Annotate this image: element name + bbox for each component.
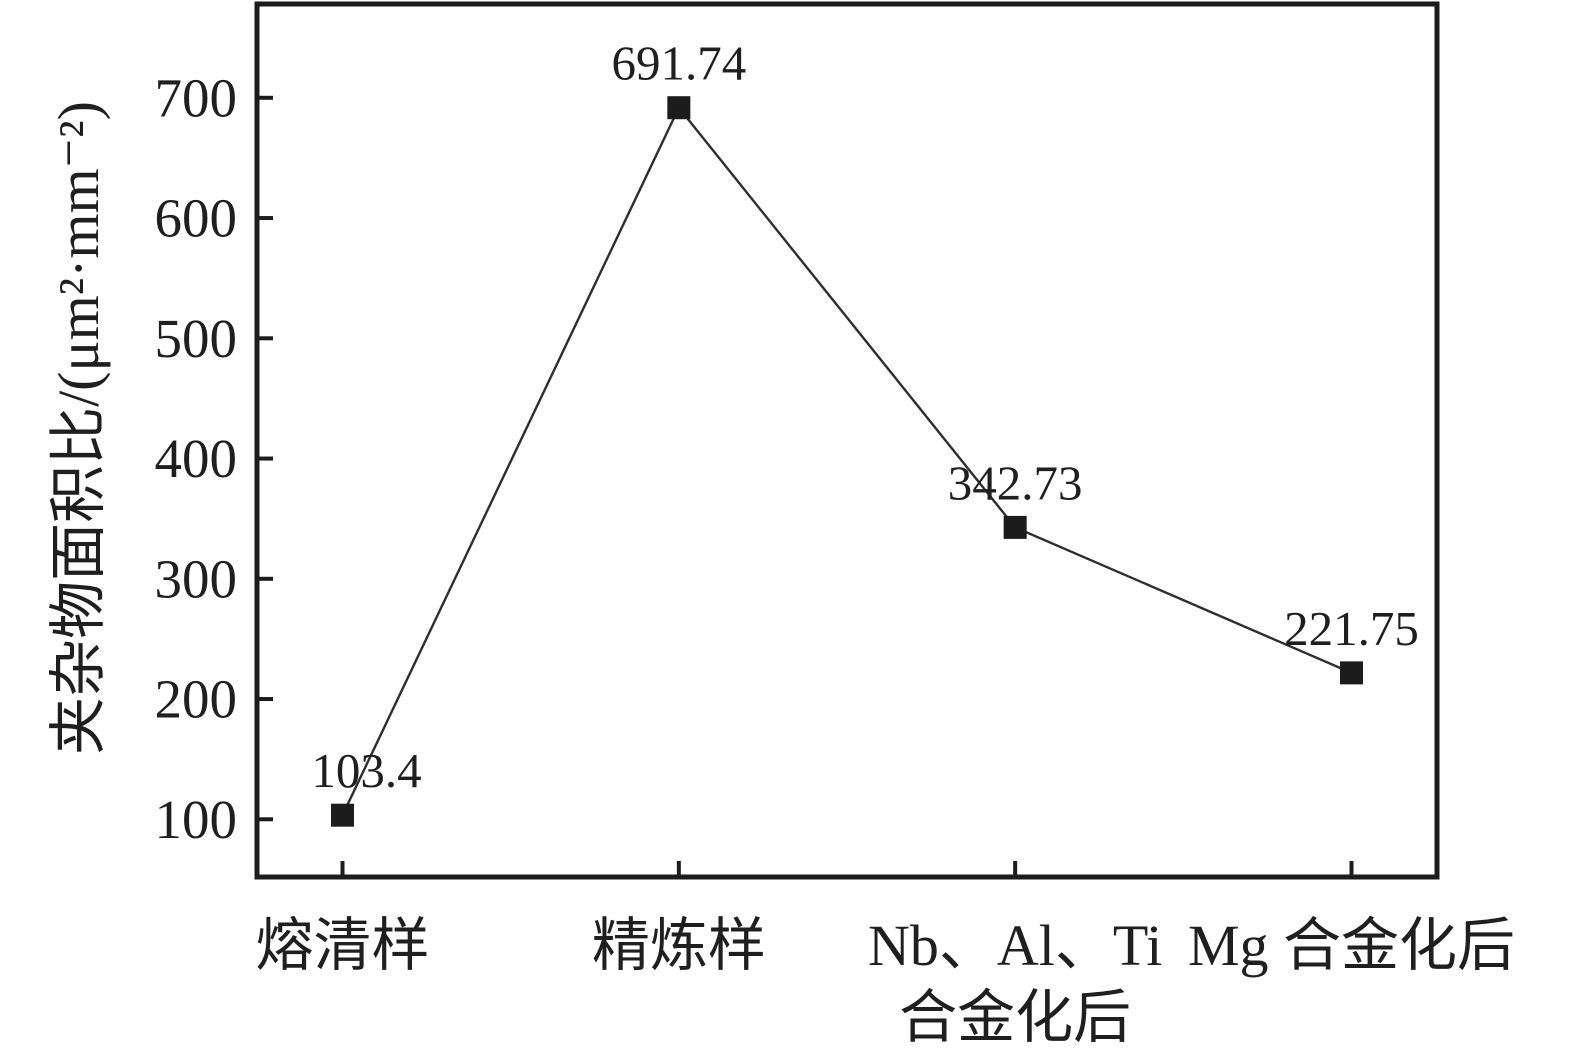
y-tick-label: 400 (155, 428, 238, 489)
y-tick-label: 100 (155, 789, 238, 850)
x-tick-label: 熔清样 (255, 913, 429, 978)
data-point-marker (1003, 515, 1027, 539)
y-axis-title: 夹杂物面积比/(μm²·mm⁻²) (46, 101, 111, 755)
data-point-label: 342.73 (948, 455, 1083, 510)
data-point-label: 103.4 (311, 743, 421, 798)
data-point-label: 221.75 (1284, 601, 1419, 656)
x-tick-label: 精炼样 (592, 913, 766, 978)
plot-border (254, 1, 1440, 880)
y-tick-label: 200 (155, 669, 238, 730)
y-tick-label: 600 (155, 188, 238, 249)
data-point-label: 691.74 (611, 36, 746, 91)
x-tick-label: Nb、Al、Ti (868, 913, 1162, 978)
x-tick-label: 合金化后 (899, 985, 1131, 1048)
y-tick-label: 300 (155, 548, 238, 609)
data-point-marker (1340, 661, 1363, 685)
data-point-marker (667, 96, 691, 120)
series-line (341, 105, 1352, 816)
data-point-marker (331, 803, 354, 827)
x-tick-label: Mg 合金化后 (1188, 913, 1515, 978)
y-tick-label: 500 (155, 308, 238, 369)
y-tick-label: 700 (155, 67, 238, 128)
